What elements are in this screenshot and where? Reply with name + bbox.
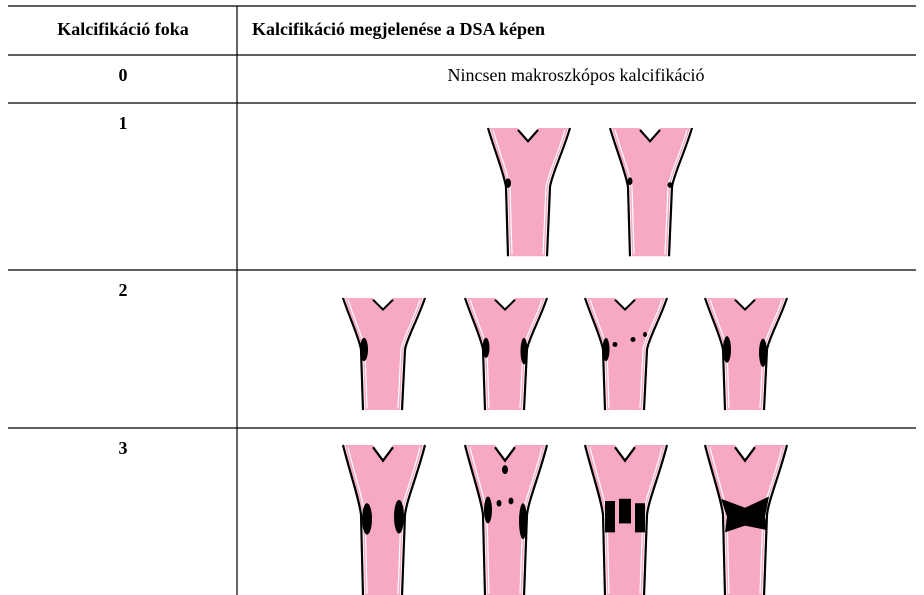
vessel-illustration	[583, 296, 669, 412]
grade: 2	[119, 280, 128, 300]
vessel-illustration	[703, 443, 789, 595]
vessel-illustration	[583, 443, 669, 595]
header-cell: Kalcifikáció foka	[57, 19, 189, 39]
vessel-illustration	[703, 296, 789, 412]
grade: 1	[119, 113, 128, 133]
grade: 0	[119, 65, 128, 85]
header-cell: Kalcifikáció megjelenése a DSA képen	[252, 19, 545, 39]
description: Nincsen makroszkópos kalcifikáció	[448, 65, 705, 85]
grade: 3	[119, 438, 128, 458]
vessel-illustration	[341, 296, 427, 412]
vessel-illustration	[608, 126, 694, 258]
vessel-illustration	[463, 296, 549, 412]
vessel-illustration	[486, 126, 572, 258]
vessel-illustration	[341, 443, 427, 595]
vessel-illustration	[463, 443, 549, 595]
